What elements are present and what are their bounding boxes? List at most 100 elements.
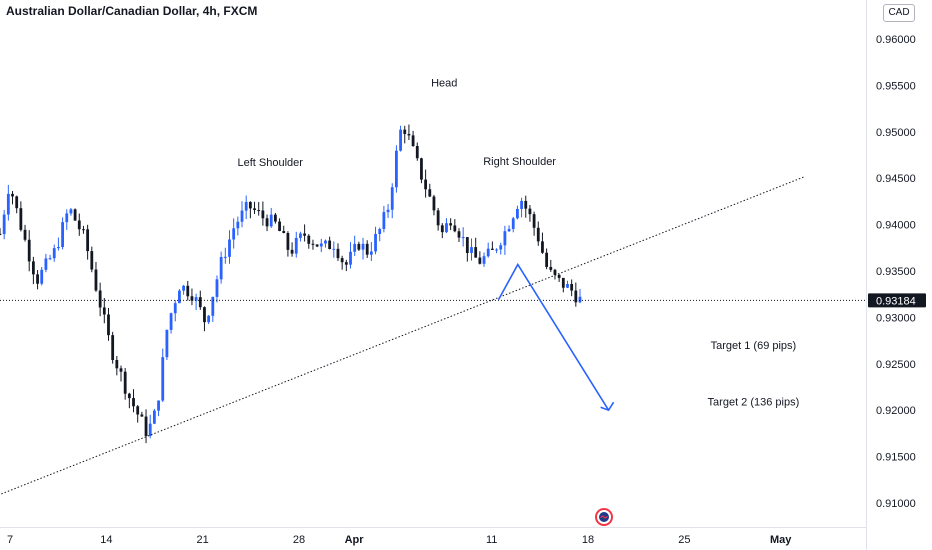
candle-body	[157, 400, 160, 411]
candle-body	[265, 218, 269, 227]
candle-body	[353, 243, 357, 252]
candle-body	[315, 244, 319, 247]
candle-body	[382, 212, 386, 229]
price-tick-label: 0.96000	[876, 34, 916, 46]
candle-body	[207, 315, 211, 323]
candle-body	[478, 257, 482, 264]
candles-layer	[0, 124, 582, 444]
candle-body	[236, 221, 240, 229]
candle-body	[390, 187, 394, 210]
price-tick-label: 0.91000	[876, 498, 916, 510]
candle-body	[528, 208, 532, 215]
candle-body	[307, 235, 311, 244]
candle-body	[553, 269, 557, 275]
candle-body	[428, 189, 432, 197]
candle-body	[269, 214, 273, 227]
candle-body	[290, 249, 294, 254]
candle-body	[11, 193, 14, 197]
candle-body	[278, 221, 281, 231]
candle-body	[90, 251, 94, 270]
candle-body	[69, 209, 73, 214]
candle-body	[395, 150, 398, 188]
candle-body	[503, 231, 507, 246]
chart-annotation[interactable]: Target 1 (69 pips)	[711, 340, 797, 352]
current-price-label: 0.93184	[876, 295, 916, 307]
economic-event-marker[interactable]	[595, 508, 613, 526]
candle-body	[549, 266, 553, 270]
candle-body	[161, 357, 165, 401]
candle-body	[319, 243, 323, 247]
candle-body	[340, 258, 344, 263]
chart-annotation[interactable]: Target 2 (136 pips)	[708, 397, 800, 409]
candle-body	[232, 228, 236, 240]
candle-body	[36, 274, 39, 284]
price-tick-label: 0.93000	[876, 312, 916, 324]
candle-body	[198, 297, 202, 308]
candle-body	[173, 303, 177, 314]
candle-body	[194, 297, 198, 301]
chart-annotation[interactable]: Left Shoulder	[237, 157, 303, 169]
candle-body	[257, 210, 261, 212]
chart-annotation[interactable]: Right Shoulder	[483, 156, 556, 168]
candle-body	[361, 243, 365, 250]
candle-body	[570, 283, 574, 291]
candle-body	[52, 248, 56, 259]
candle-body	[223, 256, 227, 258]
candle-body	[424, 179, 428, 190]
candle-body	[61, 222, 64, 247]
candle-body	[98, 290, 102, 308]
candle-body	[332, 248, 336, 250]
candle-body	[511, 218, 515, 229]
candle-body	[44, 258, 48, 270]
time-tick-label: 18	[582, 534, 594, 546]
candle-body	[48, 258, 52, 260]
candle-body	[178, 290, 181, 304]
candle-body	[136, 406, 140, 415]
candle-body	[524, 200, 528, 209]
candle-body	[557, 274, 561, 278]
candle-body	[111, 335, 115, 361]
candle-body	[374, 234, 377, 252]
candle-body	[432, 196, 436, 211]
candle-body	[369, 251, 373, 255]
price-tick-label: 0.95000	[876, 127, 916, 139]
projection-path[interactable]	[497, 262, 610, 411]
neckline-trendline[interactable]	[0, 175, 806, 496]
candle-body	[328, 240, 332, 250]
candle-body	[420, 158, 423, 180]
candle-body	[403, 129, 407, 134]
candle-body	[19, 208, 23, 230]
candle-body	[107, 314, 110, 336]
time-tick-label: 25	[678, 534, 690, 546]
candle-body	[203, 307, 206, 323]
candle-body	[336, 248, 340, 259]
candle-body	[440, 225, 444, 233]
candle-body	[516, 208, 519, 219]
currency-button[interactable]: CAD	[883, 4, 915, 22]
price-tick-label: 0.92500	[876, 359, 916, 371]
candle-body	[123, 371, 127, 394]
time-tick-label: 14	[100, 534, 112, 546]
candle-body	[40, 269, 44, 284]
drawings-layer: Head Left Shoulder Right Shoulder Target 1 …	[0, 77, 926, 496]
time-tick-label: 21	[197, 534, 209, 546]
candle-body	[545, 252, 549, 267]
candle-body	[182, 285, 185, 291]
price-tick-label: 0.94500	[876, 173, 916, 185]
candle-body	[407, 133, 411, 136]
candle-body	[186, 285, 190, 297]
candle-body	[536, 227, 540, 242]
time-tick-label: 7	[7, 534, 13, 546]
candle-body	[240, 210, 244, 222]
candle-body	[566, 283, 569, 288]
chart-annotation[interactable]: Head	[431, 77, 457, 89]
price-tick-label: 0.93500	[876, 266, 916, 278]
candle-body	[77, 220, 81, 230]
candle-body	[449, 223, 453, 226]
candle-body	[102, 307, 106, 315]
candle-body	[31, 261, 35, 275]
candle-body	[453, 225, 457, 232]
time-tick-label: Apr	[345, 534, 365, 546]
time-axis: 7 14 21 28 Apr 11 18 25 May	[7, 534, 792, 546]
